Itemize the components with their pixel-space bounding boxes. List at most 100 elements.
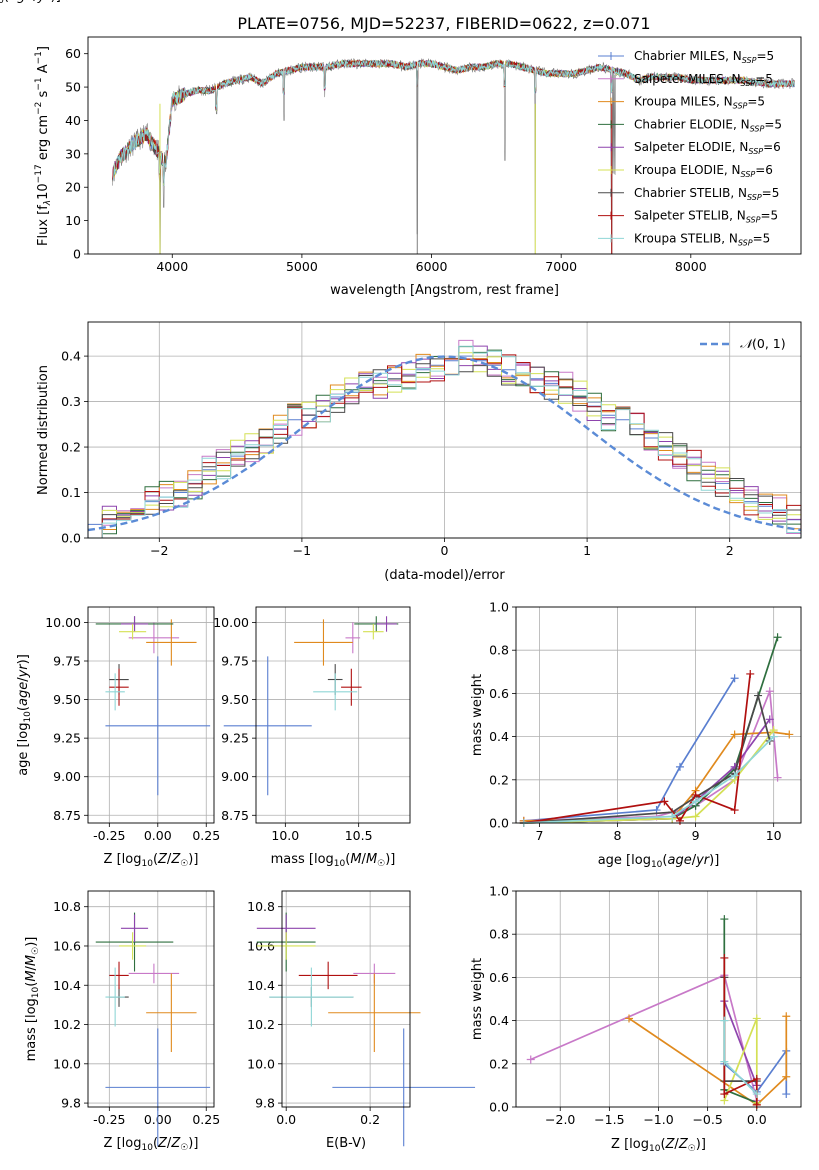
label-span: Salpeter MILES, N [634, 72, 741, 86]
tick-label: 9.50 [221, 692, 249, 707]
tick-label: 10.6 [53, 938, 81, 953]
y-axis-label: mass weight [470, 674, 485, 756]
label-span: )] [51, 0, 61, 4]
weight-point [782, 1072, 791, 1081]
tick-label: 10.0 [271, 828, 299, 843]
label-span: ☉ [377, 859, 385, 869]
tick-label: 10.0 [247, 1056, 275, 1071]
weight-series-line [523, 729, 775, 824]
tick-label: 10 [766, 828, 782, 843]
tick-label: 5000 [286, 259, 318, 274]
weight-point [691, 812, 700, 821]
label-span: =5 [760, 209, 778, 223]
label-span: 10 [36, 183, 51, 200]
label-span: =5 [756, 49, 774, 63]
label-span: 10 [23, 711, 33, 723]
label-span: Chabrier STELIB, N [634, 186, 747, 200]
tick-label: 8000 [675, 259, 707, 274]
label-span: Z [157, 1136, 168, 1151]
axes-frame [87, 606, 215, 824]
label-span: SSP [742, 56, 757, 65]
tick-label: −2 [150, 543, 168, 558]
tick-label: −2.0 [545, 1112, 575, 1127]
weight-point [773, 773, 782, 782]
label-span: mass [log [24, 998, 39, 1061]
label-span: SSP [741, 79, 756, 88]
tick-label: 50 [65, 80, 81, 95]
label-span: erg cm [36, 115, 51, 164]
label-span: yr [37, 0, 53, 4]
label-span: −1 [34, 77, 44, 90]
legend-label: Chabrier MILES, NSSP=5 [634, 49, 774, 65]
label-span: mass [log [271, 852, 334, 867]
tick-label: 0.4 [489, 729, 509, 744]
label-span: ( [153, 852, 158, 867]
tick-label: 0.00 [144, 828, 172, 843]
figure-title: PLATE=0756, MJD=52237, FIBERID=0622, z=0… [237, 14, 650, 33]
tick-label: 10 [65, 213, 81, 228]
label-span: Z [170, 852, 181, 867]
label-span: 10 [334, 859, 346, 869]
tick-label: 10.2 [247, 1017, 275, 1032]
x-axis-label: (data-model)/error [384, 568, 505, 583]
label-span: =6 [763, 140, 781, 154]
tick-label: −1.5 [594, 1112, 624, 1127]
label-span: Kroupa ELODIE, N [634, 163, 741, 177]
label-span: Z [log [104, 852, 142, 867]
tick-label: 0.0 [61, 531, 81, 546]
weight-point [785, 730, 794, 739]
tick-label: 7000 [545, 259, 577, 274]
y-axis-label: mass [log10(M/M☉)] [24, 937, 41, 1062]
weight-point [675, 762, 684, 771]
tick-label: 8.75 [221, 808, 249, 823]
label-span: )] [709, 853, 719, 868]
label-span: ] [36, 46, 51, 51]
label-span: λ [43, 200, 53, 206]
tick-label: 0.2 [61, 440, 81, 455]
tick-label: 0.25 [192, 828, 220, 843]
tick-label: 9.8 [61, 1096, 81, 1111]
label-span: SSP [747, 193, 762, 202]
tick-label: 9.25 [221, 731, 249, 746]
y-axis-label: age [log10(age/yr)] [0, 0, 61, 6]
model-spectrum-line [112, 59, 795, 187]
tick-label: 9.25 [53, 731, 81, 746]
label-span: (0, 1) [752, 336, 786, 351]
legend-label: Kroupa ELODIE, NSSP=6 [634, 163, 773, 179]
weight-point [668, 812, 677, 821]
label-span: / [692, 853, 697, 868]
label-span: Chabrier MILES, N [634, 49, 742, 63]
weight-point [526, 1055, 535, 1064]
label-span: 10 [649, 1144, 661, 1154]
label-span: 10 [651, 860, 663, 870]
tick-label: 0.0 [747, 1112, 767, 1127]
tick-label: 1.0 [489, 600, 509, 615]
label-span: / [167, 1136, 172, 1151]
z-age-axes: -0.25 0.00 0.258.759.009.259.509.7510.00Z … [0, 0, 220, 869]
label-span: s [36, 90, 51, 101]
weight-point [730, 806, 739, 815]
label-span: M [24, 970, 39, 981]
label-span: SSP [733, 102, 748, 111]
tick-label: 9.75 [53, 654, 81, 669]
label-span: 10 [141, 1143, 153, 1153]
legend-label: Chabrier ELODIE, NSSP=5 [634, 117, 782, 133]
label-span: Flux [f [36, 205, 51, 246]
weight-point [675, 816, 684, 825]
tick-label: -0.25 [93, 828, 125, 843]
axes-frame [515, 606, 802, 824]
tick-label: 0.4 [61, 349, 81, 364]
weight-point [746, 669, 755, 678]
weight-point [765, 687, 774, 696]
axes-frame [255, 606, 411, 824]
tick-label: 30 [65, 146, 81, 161]
label-span: Kroupa STELIB, N [634, 231, 738, 245]
tick-label: 6000 [416, 259, 448, 274]
tick-label: 0.2 [489, 1056, 509, 1071]
axes-frame [87, 890, 215, 1108]
label-span: SSP [738, 238, 753, 247]
weight-point [754, 691, 763, 700]
label-span: ( [153, 1136, 158, 1151]
weight-point [773, 633, 782, 642]
